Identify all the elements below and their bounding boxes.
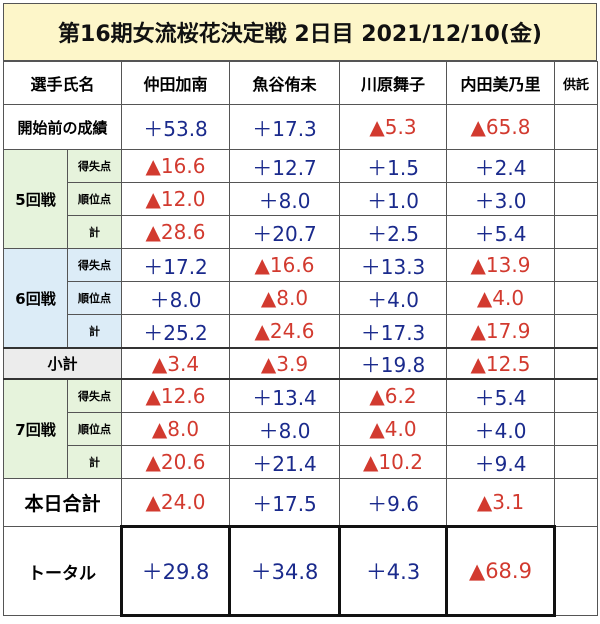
sub-label: 得失点 (66, 248, 123, 282)
cell: ▲12.5 (446, 347, 556, 380)
cell: ＋21.4 (229, 445, 341, 479)
cell: ＋4.0 (446, 412, 556, 446)
cell: ＋17.3 (339, 314, 448, 349)
cell: ▲24.6 (229, 314, 341, 349)
cell: ＋17.5 (229, 478, 341, 527)
cell: ＋8.0 (229, 182, 341, 216)
cell: ▲3.1 (446, 478, 556, 527)
row-label: トータル (2, 526, 123, 616)
sub-label: 順位点 (66, 412, 123, 446)
cell: ＋8.0 (229, 412, 341, 446)
cell: ▲13.9 (446, 248, 556, 282)
cell: ＋9.4 (446, 445, 556, 479)
cell: ▲24.0 (121, 478, 231, 527)
header-cell: 選手氏名 (2, 61, 123, 105)
cell: ＋5.4 (446, 215, 556, 249)
cell: ＋4.3 (338, 525, 449, 617)
cell: ▲8.0 (229, 281, 341, 315)
cell: ＋8.0 (121, 281, 231, 315)
round-label: 6回戦 (3, 248, 68, 349)
sub-label: 計 (66, 215, 123, 249)
cell: ＋13.3 (339, 248, 448, 282)
cell: ▲65.8 (446, 104, 556, 150)
row-label: 開始前の成績 (2, 104, 123, 150)
cell: ▲12.6 (121, 378, 231, 413)
cell: ▲10.2 (339, 445, 448, 479)
cell: ▲6.2 (339, 378, 448, 413)
cell: ＋2.4 (446, 149, 556, 183)
cell: ＋9.6 (339, 478, 448, 527)
title: 第16期女流桜花決定戦 2日目 2021/12/10(金) (3, 3, 597, 61)
score-table: 選手氏名 仲田加南 魚谷侑未 川原舞子 内田美乃里 供託 開始前の成績 ＋53.8 ＋17.3… (2, 61, 599, 617)
cell: ＋29.8 (120, 525, 232, 617)
header-cell: 仲田加南 (121, 61, 231, 105)
cell: ＋53.8 (121, 104, 231, 150)
cell: ＋12.7 (229, 149, 341, 183)
header-cell: 魚谷侑未 (229, 61, 341, 105)
cell: ＋34.8 (228, 525, 342, 617)
cell: ＋1.5 (339, 149, 448, 183)
cell: ▲16.6 (121, 149, 231, 183)
cell: ▲20.6 (121, 445, 231, 479)
cell: ▲5.3 (339, 104, 448, 150)
sub-label: 順位点 (66, 182, 123, 216)
cell: ＋20.7 (229, 215, 341, 249)
round-label: 7回戦 (3, 378, 68, 479)
round-label: 5回戦 (3, 149, 68, 249)
header-cell: 供託 (554, 61, 599, 105)
cell: ▲28.6 (121, 215, 231, 249)
cell: ＋25.2 (121, 314, 231, 349)
sheet: 第16期女流桜花決定戦 2日目 2021/12/10(金) 選手氏名 仲田加南 魚谷… (2, 3, 599, 617)
cell: ＋4.0 (339, 281, 448, 315)
sub-label: 順位点 (66, 281, 123, 315)
cell: ＋17.2 (121, 248, 231, 282)
cell: ▲4.0 (446, 281, 556, 315)
sub-label: 得失点 (66, 149, 123, 183)
cell: ＋5.4 (446, 378, 556, 413)
sub-label: 計 (66, 314, 123, 349)
cell: ▲68.9 (445, 525, 557, 617)
cell: ＋19.8 (339, 347, 448, 380)
row-label: 小計 (2, 347, 123, 380)
header-cell: 内田美乃里 (446, 61, 556, 105)
cell: ▲17.9 (446, 314, 556, 349)
cell: ▲3.9 (229, 347, 341, 380)
cell: ▲4.0 (339, 412, 448, 446)
row-label: 本日合計 (2, 478, 123, 527)
cell: ▲3.4 (121, 347, 231, 380)
cell: ▲12.0 (121, 182, 231, 216)
cell: ▲8.0 (121, 412, 231, 446)
sub-label: 計 (66, 445, 123, 479)
cell: ＋1.0 (339, 182, 448, 216)
cell: ＋17.3 (229, 104, 341, 150)
cell: ＋3.0 (446, 182, 556, 216)
cell: ▲16.6 (229, 248, 341, 282)
header-cell: 川原舞子 (339, 61, 448, 105)
cell: ＋2.5 (339, 215, 448, 249)
cell: ＋13.4 (229, 378, 341, 413)
sub-label: 得失点 (66, 378, 123, 413)
